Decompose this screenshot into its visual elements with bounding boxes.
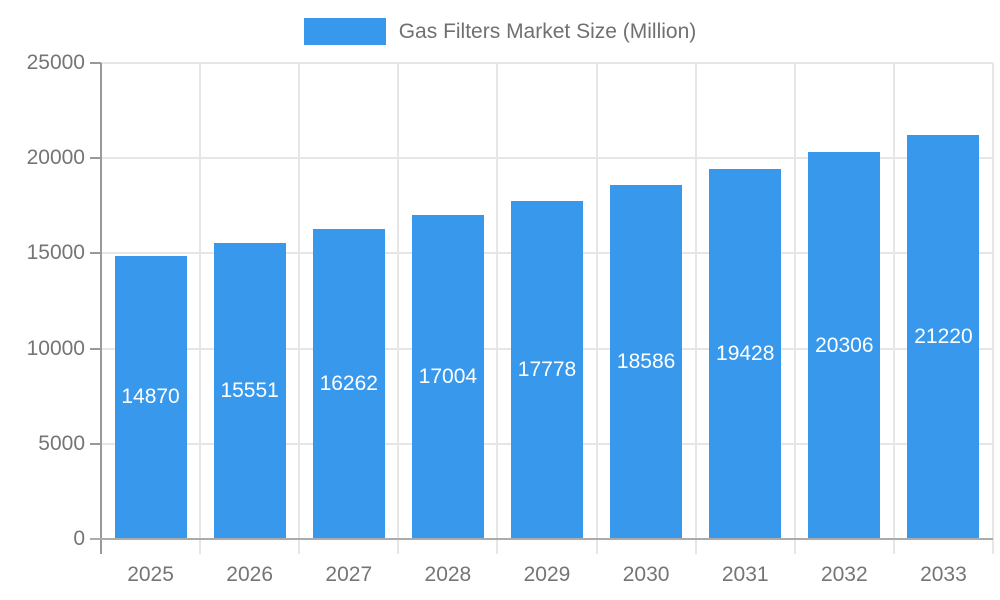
gridline-horizontal [101, 157, 993, 160]
x-tick-label: 2032 [820, 563, 868, 586]
bar-value-label: 20306 [815, 333, 874, 357]
x-tick-label: 2025 [127, 563, 174, 586]
y-tick-label: 25000 [26, 51, 85, 74]
gridline-vertical [694, 63, 697, 554]
bar-value-label: 16262 [319, 372, 378, 396]
x-axis-line [90, 538, 993, 540]
y-tick-label: 20000 [26, 146, 85, 170]
gridline-vertical [298, 63, 301, 554]
bar [709, 169, 782, 539]
gridline-horizontal [101, 62, 993, 64]
y-axis-tick [90, 347, 101, 350]
bar [610, 185, 683, 539]
x-tick-label: 2026 [226, 563, 274, 586]
bar [114, 255, 187, 539]
y-axis-line [100, 63, 102, 554]
x-tick-label: 2033 [920, 563, 967, 586]
legend-label[interactable]: Gas Filters Market Size (Million) [398, 20, 697, 43]
gridline-vertical [992, 63, 994, 554]
x-tick-label: 2029 [523, 563, 571, 586]
x-tick-label: 2030 [622, 563, 670, 586]
bar [907, 134, 980, 539]
y-tick-label: 5000 [38, 431, 85, 455]
bar [511, 200, 583, 539]
x-tick-label: 2027 [325, 563, 373, 586]
gridline-vertical [892, 63, 895, 554]
bar-value-label: 17778 [517, 357, 577, 381]
plot-area: 14870 15551 16262 17004 17778 18586 19428 20306… [27, 51, 994, 586]
gridline-vertical [199, 63, 202, 554]
x-tick-label: 2031 [721, 563, 769, 586]
gridline-vertical [793, 63, 796, 554]
bar-value-label: 18586 [616, 350, 676, 374]
bar-value-label: 14870 [121, 385, 180, 409]
y-tick-label: 10000 [26, 336, 85, 360]
y-tick-label: 0 [73, 527, 85, 550]
bar [312, 229, 385, 539]
bar-value-label: 15551 [220, 378, 279, 402]
bar [213, 242, 286, 539]
bar-value-label: 21220 [914, 324, 973, 348]
legend-swatch[interactable] [303, 18, 386, 45]
y-axis-tick [90, 62, 101, 64]
gridline-vertical [496, 63, 499, 554]
gridline-vertical [595, 63, 598, 554]
y-tick-label: 15000 [26, 241, 85, 265]
bar [411, 215, 484, 539]
legend: Gas Filters Market Size (Million) [0, 18, 1000, 45]
y-axis-tick [90, 252, 101, 255]
x-tick-label: 2028 [424, 563, 472, 586]
gridline-vertical [397, 63, 400, 554]
bar-value-label: 19428 [716, 342, 775, 366]
y-axis-tick [90, 157, 101, 160]
bar [808, 152, 881, 539]
y-axis-tick [90, 442, 101, 445]
bar-value-label: 17004 [418, 365, 478, 389]
